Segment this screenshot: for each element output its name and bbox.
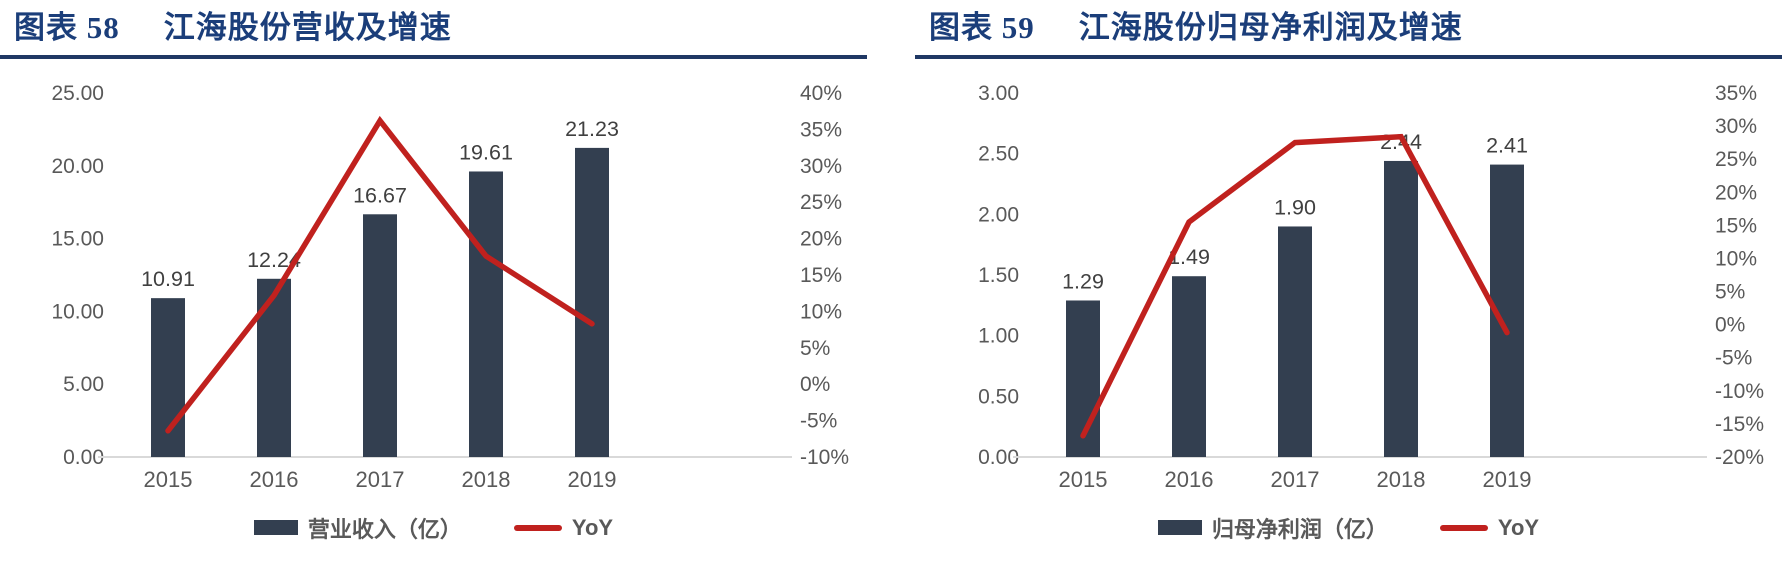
left-axis-tick: 2.00	[978, 203, 1019, 226]
x-axis-label-2015: 2015	[144, 467, 193, 492]
bar-2016	[1172, 275, 1206, 457]
left-axis-tick: 0.50	[978, 385, 1019, 408]
right-axis-tick: 0%	[1715, 313, 1745, 336]
left-axis-tick: 10.00	[51, 300, 104, 323]
right-axis-tick: -10%	[1715, 379, 1764, 402]
legend-item-revenue: 营业收入（亿）	[253, 512, 462, 544]
right-axis-tick: 40%	[800, 82, 842, 105]
x-axis-label-2019: 2019	[568, 467, 617, 492]
line-swatch-icon	[1439, 524, 1488, 531]
bar-value-label: 1.49	[1168, 245, 1210, 269]
x-axis-label-2018: 2018	[462, 467, 511, 492]
right-axis-tick: 30%	[800, 154, 842, 177]
bar-value-label: 10.91	[141, 267, 195, 291]
legend-label-yoy: YoY	[1497, 514, 1540, 540]
right-axis-tick: 10%	[800, 300, 842, 323]
net-profit-chart-plot: 0.00 0.50 1.00 1.50 2.00 2.50 3.00 -20% -15% -10%…	[978, 82, 1764, 492]
bar-value-label: 16.67	[353, 183, 407, 207]
legend-label-yoy: YoY	[571, 514, 614, 540]
legend: 营业收入（亿） YoY	[0, 511, 867, 545]
right-axis-tick: 30%	[1715, 115, 1757, 138]
right-axis-tick: -10%	[800, 446, 849, 469]
x-axis-label-2019: 2019	[1483, 467, 1532, 492]
bar-value-label: 12.24	[247, 247, 301, 271]
figure-revenue-chart: 图表 58 江海股份营收及增速 0.00 5.00 10.00 15.00 20.00 2…	[0, 4, 867, 576]
left-axis-tick: 0.00	[63, 446, 104, 469]
x-axis-label-2017: 2017	[356, 467, 405, 492]
figure-net-profit-chart: 图表 59 江海股份归母净利润及增速 0.00 0.50 1.00 1.50 2.00 2…	[915, 4, 1782, 576]
line-swatch-icon	[513, 524, 562, 531]
bar-swatch-icon	[1157, 520, 1202, 536]
figure-title: 图表 58 江海股份营收及增速	[0, 4, 867, 59]
figure-number: 图表 59	[929, 10, 1035, 45]
left-axis-tick: 25.00	[51, 82, 104, 105]
figure-title-text: 江海股份归母净利润及增速	[1078, 10, 1463, 45]
right-axis-tick: -5%	[800, 409, 837, 432]
figure-title-text: 江海股份营收及增速	[163, 10, 452, 45]
legend-label-revenue: 营业收入（亿）	[307, 516, 462, 542]
bar-2018	[1384, 160, 1418, 457]
bar-value-label: 19.61	[459, 140, 513, 164]
right-axis-tick: 20%	[800, 227, 842, 250]
bar-2017	[363, 213, 397, 457]
right-axis-tick: 15%	[1715, 214, 1757, 237]
left-axis-tick: 15.00	[51, 227, 104, 250]
bar-2016	[257, 278, 291, 457]
legend-label-net-profit: 归母净利润（亿）	[1211, 516, 1388, 542]
right-axis-tick: -15%	[1715, 413, 1764, 436]
left-axis-tick: 0.00	[978, 446, 1019, 469]
legend-item-yoy: YoY	[513, 514, 614, 541]
bar-value-label: 21.23	[565, 117, 619, 141]
right-axis-tick: 10%	[1715, 247, 1757, 270]
legend-item-yoy: YoY	[1439, 514, 1540, 541]
x-axis-label-2015: 2015	[1059, 467, 1108, 492]
right-axis-tick: 15%	[800, 264, 842, 287]
legend-item-net-profit: 归母净利润（亿）	[1157, 512, 1388, 544]
x-axis-label-2016: 2016	[1165, 467, 1214, 492]
bar-value-label: 1.29	[1062, 269, 1104, 293]
right-axis-tick: 0%	[800, 373, 830, 396]
right-axis-tick: 5%	[800, 336, 830, 359]
left-axis-tick: 20.00	[51, 154, 104, 177]
right-axis-tick: 5%	[1715, 280, 1745, 303]
x-axis-label-2017: 2017	[1271, 467, 1320, 492]
right-axis-tick: 35%	[800, 118, 842, 141]
bar-2018	[469, 171, 503, 457]
x-axis-label-2016: 2016	[250, 467, 299, 492]
right-axis-tick: -20%	[1715, 446, 1764, 469]
yoy-line	[1080, 133, 1510, 439]
left-axis-tick: 5.00	[63, 373, 104, 396]
right-axis-tick: -5%	[1715, 346, 1752, 369]
right-axis-tick: 20%	[1715, 181, 1757, 204]
bar-value-label: 1.90	[1274, 195, 1316, 219]
yoy-line	[165, 115, 595, 434]
left-axis-tick: 3.00	[978, 82, 1019, 105]
bar-value-label: 2.41	[1486, 133, 1528, 157]
legend: 归母净利润（亿） YoY	[915, 511, 1782, 545]
left-axis-tick: 2.50	[978, 142, 1019, 165]
x-axis-label-2018: 2018	[1377, 467, 1426, 492]
right-axis-tick: 35%	[1715, 82, 1757, 105]
left-axis-tick: 1.50	[978, 264, 1019, 287]
figure-number: 图表 58	[14, 10, 120, 45]
bar-swatch-icon	[253, 520, 298, 536]
bar-2017	[1278, 226, 1312, 457]
revenue-chart-plot: 0.00 5.00 10.00 15.00 20.00 25.00 -10% -5% 0% 5% 1…	[51, 82, 849, 492]
right-axis-tick: 25%	[1715, 148, 1757, 171]
figure-title: 图表 59 江海股份归母净利润及增速	[915, 4, 1782, 59]
right-axis-tick: 25%	[800, 191, 842, 214]
bar-2019	[575, 147, 609, 457]
left-axis-tick: 1.00	[978, 324, 1019, 347]
